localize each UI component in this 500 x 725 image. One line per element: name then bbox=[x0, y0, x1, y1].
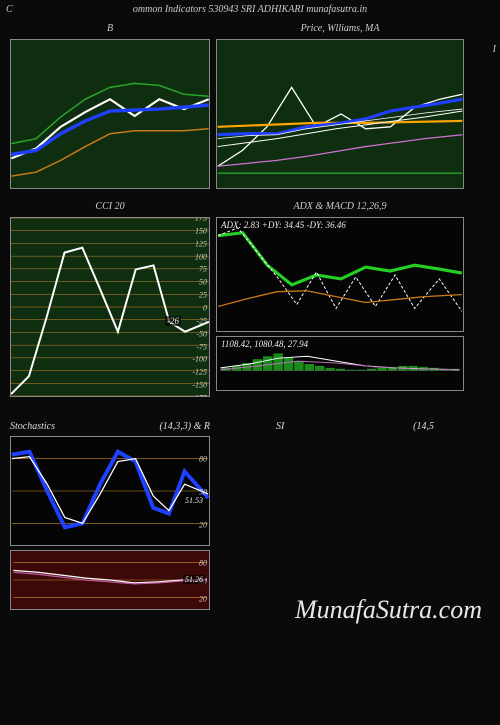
cci-ytick: 125 bbox=[195, 239, 207, 248]
cci-ytick: -125 bbox=[192, 368, 207, 377]
cci-ytick: 100 bbox=[195, 252, 207, 261]
macd-info: 1108.42, 1080.48, 27.94 bbox=[221, 339, 308, 349]
cci-ytick: 0 bbox=[203, 304, 207, 313]
cci-ytick: 75 bbox=[199, 265, 207, 274]
stoch-title-right: (14,3,3) & R bbox=[159, 421, 210, 432]
corner-i: I bbox=[493, 44, 496, 55]
rsi-current-value: 51.26 bbox=[183, 575, 205, 584]
panel-price: Price, Wlliams, MA bbox=[216, 23, 464, 189]
stoch-current-value: 51.53 bbox=[183, 496, 205, 505]
stoch-ytick: 20 bbox=[199, 521, 207, 530]
page-header: ommon Indicators 530943 SRI ADHIKARI mun… bbox=[0, 0, 500, 23]
row-3: 205080 51.53 205080 51.26 bbox=[0, 436, 500, 610]
panel-adx-macd: ADX & MACD 12,26,9 ADX: 2.83 +DY: 34.45 … bbox=[216, 201, 464, 397]
rsi-title-right: (14,5 bbox=[413, 421, 434, 432]
cci-ytick: 175 bbox=[195, 217, 207, 223]
panel-price-title: Price, Wlliams, MA bbox=[216, 23, 464, 37]
row-3-titles: Stochastics (14,3,3) & R SI (14,5 bbox=[0, 421, 500, 432]
cci-ytick: -100 bbox=[192, 355, 207, 364]
cci-ytick: -50 bbox=[196, 329, 207, 338]
panel-stoch: 205080 51.53 205080 51.26 bbox=[10, 436, 210, 610]
panel-cci-title: CCI 20 bbox=[10, 201, 210, 215]
chart-cci: -175 -150 -125 -100 -75 -50 -25 0 25 50 75 100 125 15… bbox=[10, 217, 210, 397]
rsi-ytick: 20 bbox=[199, 595, 207, 604]
chart-rsi: 205080 51.26 bbox=[10, 550, 210, 610]
cci-ytick: -75 bbox=[196, 342, 207, 351]
cci-ytick: -175 bbox=[192, 394, 207, 398]
stoch-ytick: 80 bbox=[199, 455, 207, 464]
chart-b bbox=[10, 39, 210, 189]
panel-b: B bbox=[10, 23, 210, 189]
cci-current-value: -26 bbox=[165, 316, 181, 326]
cci-ytick: -150 bbox=[192, 381, 207, 390]
chart-adx: ADX: 2.83 +DY: 34.45 -DY: 36.46 bbox=[216, 217, 464, 332]
cci-ytick: -25 bbox=[196, 316, 207, 325]
adx-info: ADX: 2.83 +DY: 34.45 -DY: 36.46 bbox=[221, 220, 346, 230]
row-1: B Price, Wlliams, MA bbox=[0, 23, 500, 189]
chart-price bbox=[216, 39, 464, 189]
chart-macd-hist: 1108.42, 1080.48, 27.94 bbox=[216, 336, 464, 391]
chart-stoch: 205080 51.53 bbox=[10, 436, 210, 546]
cci-ytick: 25 bbox=[199, 291, 207, 300]
panel-cci: CCI 20 -175 -150 -125 -100 -75 -50 -25 0 25 50 75 1… bbox=[10, 201, 210, 397]
rsi-title-left: SI bbox=[276, 421, 284, 432]
cci-ytick: 50 bbox=[199, 278, 207, 287]
cci-ytick: 150 bbox=[195, 226, 207, 235]
panel-b-title: B bbox=[10, 23, 210, 37]
stoch-title-left: Stochastics bbox=[10, 421, 55, 432]
row-2: CCI 20 -175 -150 -125 -100 -75 -50 -25 0 25 50 75 1… bbox=[0, 201, 500, 397]
corner-c: C bbox=[6, 4, 13, 15]
panel-adx-title: ADX & MACD 12,26,9 bbox=[216, 201, 464, 215]
rsi-ytick: 80 bbox=[199, 559, 207, 568]
